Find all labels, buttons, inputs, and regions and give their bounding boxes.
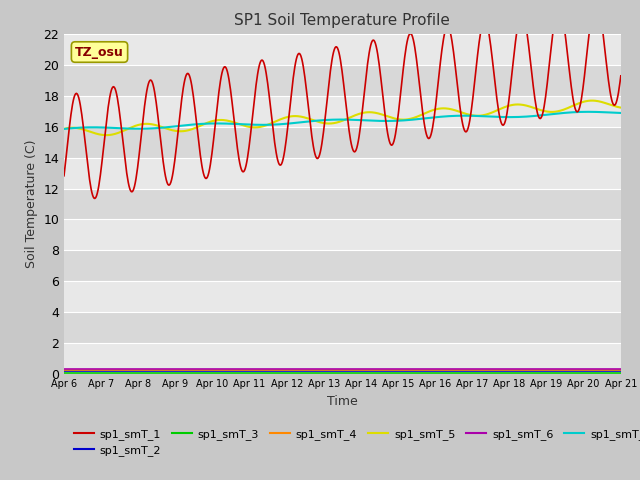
Bar bbox=[64, 189, 621, 219]
sp1_smT_6 bbox=[214, 366, 221, 372]
sp1_smT_5 bbox=[103, 132, 111, 138]
Y-axis label: Soil Temperature (C): Soil Temperature (C) bbox=[25, 140, 38, 268]
sp1_smT_6 bbox=[617, 366, 625, 372]
sp1_smT_4 bbox=[426, 367, 434, 372]
sp1_smT_2 bbox=[214, 368, 221, 374]
sp1_smT_7 bbox=[60, 126, 68, 132]
sp1_smT_4 bbox=[60, 367, 68, 372]
Bar bbox=[64, 281, 621, 312]
Line: sp1_smT_5: sp1_smT_5 bbox=[64, 101, 621, 135]
sp1_smT_7 bbox=[617, 110, 625, 116]
sp1_smT_1 bbox=[592, 0, 600, 3]
sp1_smT_2 bbox=[184, 368, 192, 374]
sp1_smT_3 bbox=[60, 370, 68, 375]
sp1_smT_4 bbox=[127, 367, 135, 372]
sp1_smT_5 bbox=[70, 125, 78, 131]
sp1_smT_1 bbox=[128, 189, 136, 194]
sp1_smT_2 bbox=[426, 368, 434, 374]
sp1_smT_5 bbox=[60, 126, 68, 132]
sp1_smT_4 bbox=[410, 367, 418, 372]
sp1_smT_1 bbox=[60, 173, 68, 179]
sp1_smT_6 bbox=[70, 366, 78, 372]
sp1_smT_7 bbox=[214, 120, 221, 126]
sp1_smT_5 bbox=[428, 108, 435, 114]
sp1_smT_2 bbox=[60, 368, 68, 374]
Bar bbox=[64, 312, 621, 343]
sp1_smT_5 bbox=[617, 105, 625, 110]
sp1_smT_2 bbox=[410, 368, 418, 374]
X-axis label: Time: Time bbox=[327, 395, 358, 408]
Bar bbox=[64, 343, 621, 374]
sp1_smT_7 bbox=[410, 117, 418, 122]
sp1_smT_1 bbox=[411, 45, 419, 50]
sp1_smT_3 bbox=[214, 370, 221, 375]
sp1_smT_3 bbox=[617, 370, 625, 375]
sp1_smT_1 bbox=[214, 96, 222, 101]
sp1_smT_7 bbox=[426, 115, 434, 120]
sp1_smT_3 bbox=[426, 370, 434, 375]
sp1_smT_4 bbox=[70, 367, 78, 372]
sp1_smT_5 bbox=[128, 124, 136, 130]
sp1_smT_6 bbox=[410, 366, 418, 372]
Bar bbox=[64, 219, 621, 251]
sp1_smT_6 bbox=[127, 366, 135, 372]
sp1_smT_7 bbox=[127, 126, 135, 132]
sp1_smT_5 bbox=[214, 117, 222, 123]
sp1_smT_4 bbox=[214, 367, 221, 372]
Title: SP1 Soil Temperature Profile: SP1 Soil Temperature Profile bbox=[234, 13, 451, 28]
sp1_smT_1 bbox=[70, 95, 78, 100]
sp1_smT_5 bbox=[588, 98, 596, 104]
sp1_smT_7 bbox=[584, 109, 592, 115]
Bar bbox=[64, 127, 621, 157]
Text: TZ_osu: TZ_osu bbox=[75, 46, 124, 59]
sp1_smT_3 bbox=[410, 370, 418, 375]
sp1_smT_1 bbox=[185, 71, 193, 77]
sp1_smT_2 bbox=[127, 368, 135, 374]
Legend: sp1_smT_1, sp1_smT_2, sp1_smT_3, sp1_smT_4, sp1_smT_5, sp1_smT_6, sp1_smT_7: sp1_smT_1, sp1_smT_2, sp1_smT_3, sp1_smT… bbox=[70, 424, 640, 460]
Bar bbox=[64, 157, 621, 189]
sp1_smT_4 bbox=[184, 367, 192, 372]
sp1_smT_5 bbox=[185, 127, 193, 133]
sp1_smT_4 bbox=[617, 367, 625, 372]
Bar bbox=[64, 96, 621, 127]
sp1_smT_2 bbox=[70, 368, 78, 374]
sp1_smT_3 bbox=[127, 370, 135, 375]
sp1_smT_2 bbox=[617, 368, 625, 374]
sp1_smT_7 bbox=[184, 122, 192, 128]
sp1_smT_5 bbox=[411, 115, 419, 120]
sp1_smT_1 bbox=[428, 132, 435, 137]
sp1_smT_3 bbox=[184, 370, 192, 375]
sp1_smT_3 bbox=[70, 370, 78, 375]
sp1_smT_7 bbox=[70, 125, 78, 131]
sp1_smT_6 bbox=[426, 366, 434, 372]
Bar bbox=[64, 65, 621, 96]
sp1_smT_1 bbox=[91, 195, 99, 201]
Bar bbox=[64, 34, 621, 65]
sp1_smT_1 bbox=[617, 73, 625, 79]
Line: sp1_smT_1: sp1_smT_1 bbox=[64, 0, 621, 198]
sp1_smT_6 bbox=[184, 366, 192, 372]
sp1_smT_6 bbox=[60, 366, 68, 372]
Line: sp1_smT_7: sp1_smT_7 bbox=[64, 112, 621, 129]
Bar bbox=[64, 251, 621, 281]
